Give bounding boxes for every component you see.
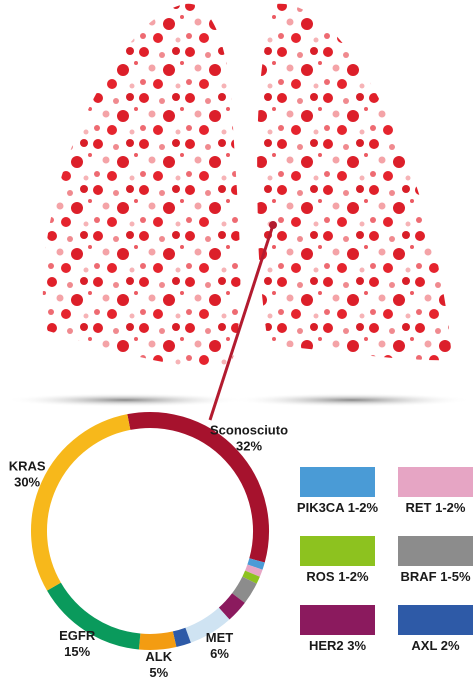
legend-value: 2% xyxy=(441,638,460,653)
legend-label: BRAF 1-5% xyxy=(400,569,471,584)
segment-value: 5% xyxy=(149,665,168,680)
legend-swatch xyxy=(300,467,375,497)
legend-name: ROS xyxy=(306,569,335,584)
segment-value: 15% xyxy=(64,644,90,659)
right-lung xyxy=(257,3,452,361)
donut-segment xyxy=(172,627,191,648)
legend-name: HER2 xyxy=(309,638,344,653)
legend-value: 1-2% xyxy=(338,569,369,584)
legend-label: HER2 3% xyxy=(309,638,367,653)
segment-value: 30% xyxy=(14,475,40,490)
donut-segment xyxy=(127,412,269,563)
segment-label: MET xyxy=(206,630,234,645)
donut-segment xyxy=(31,414,131,591)
donut-segment xyxy=(247,558,265,570)
legend-value: 3% xyxy=(347,638,366,653)
segment-label: KRAS xyxy=(9,459,46,474)
legend-label: AXL 2% xyxy=(411,638,460,653)
connector-dot xyxy=(269,221,277,229)
lung-shadow xyxy=(232,393,472,407)
segment-label: ALK xyxy=(145,649,172,664)
segment-label: EGFR xyxy=(59,628,96,643)
legend-label: ROS 1-2% xyxy=(306,569,369,584)
lung-shadow xyxy=(5,393,245,407)
legend-label: RET 1-2% xyxy=(406,500,466,515)
segment-label: Sconosciuto xyxy=(210,423,288,438)
donut-segment xyxy=(47,582,141,650)
legend-value: 1-5% xyxy=(440,569,471,584)
lungs xyxy=(5,3,472,421)
legend-name: AXL xyxy=(411,638,437,653)
donut-segment xyxy=(218,593,245,620)
legend-swatch xyxy=(300,536,375,566)
legend-name: BRAF xyxy=(400,569,436,584)
legend-swatch xyxy=(398,605,473,635)
donut-segment xyxy=(245,564,263,577)
donut-segment xyxy=(185,607,230,643)
legend-value: 1-2% xyxy=(435,500,466,515)
legend-label: PIK3CA 1-2% xyxy=(297,500,379,515)
connector xyxy=(208,224,275,421)
segment-value: 6% xyxy=(210,646,229,661)
legend-swatch xyxy=(398,536,473,566)
legend-swatch xyxy=(300,605,375,635)
left-lung xyxy=(42,3,241,368)
legend-value: 1-2% xyxy=(348,500,379,515)
legend-name: RET xyxy=(406,500,432,515)
donut-segment xyxy=(242,570,260,584)
donut-segment xyxy=(231,576,257,603)
segment-value: 32% xyxy=(236,439,262,454)
legend-swatch xyxy=(398,467,473,497)
donut-segment xyxy=(138,631,177,650)
legend-name: PIK3CA xyxy=(297,500,345,515)
